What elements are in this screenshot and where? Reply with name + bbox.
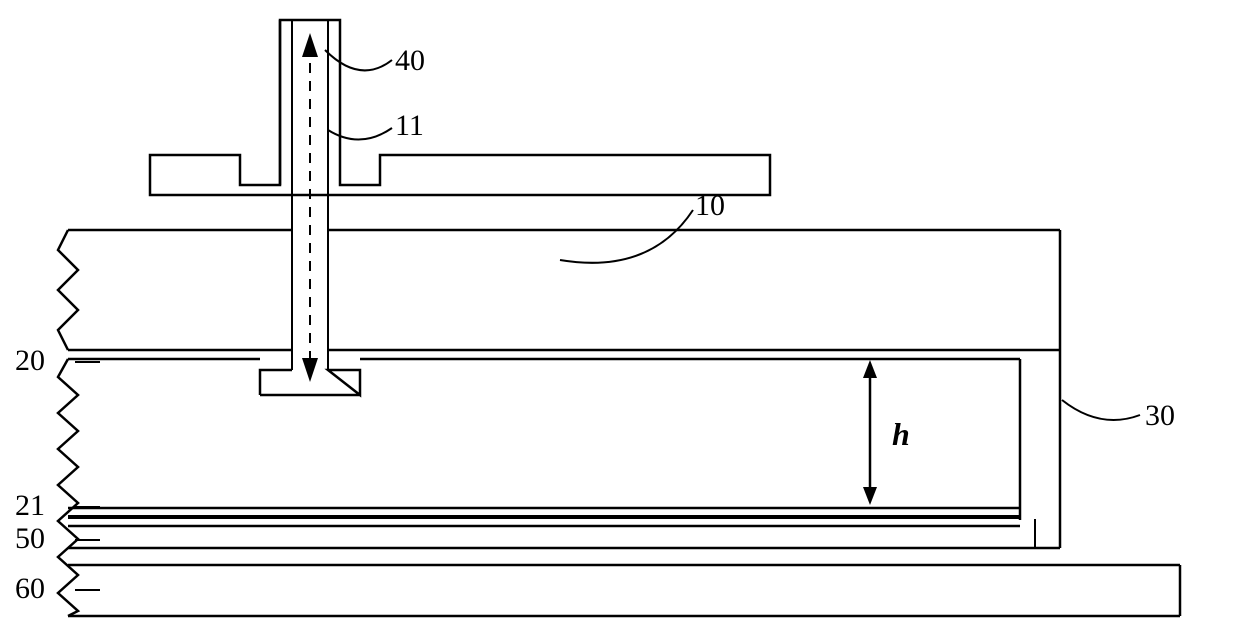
dim-h-arrow-dn <box>863 487 877 505</box>
upper-block-outline <box>150 20 770 195</box>
leader-10 <box>560 210 693 263</box>
arrow-down <box>302 358 318 382</box>
ref-label-10: 10 <box>695 189 725 222</box>
arrow-up <box>302 33 318 57</box>
ref-label-60: 60 <box>15 572 45 605</box>
ref-label-30: 30 <box>1145 399 1175 432</box>
leader-11 <box>328 128 392 140</box>
ref-label-11: 11 <box>395 109 424 142</box>
label-h: h <box>892 416 910 452</box>
dim-h-arrow-up <box>863 360 877 378</box>
leader-30 <box>1062 400 1140 420</box>
ref-label-20: 20 <box>15 344 45 377</box>
leader-40 <box>325 50 392 70</box>
plate-10-break <box>58 230 78 350</box>
ref-label-50: 50 <box>15 522 45 555</box>
ref-label-40: 40 <box>395 44 425 77</box>
ref-label-21: 21 <box>15 489 45 522</box>
left-break-lower <box>58 359 78 616</box>
